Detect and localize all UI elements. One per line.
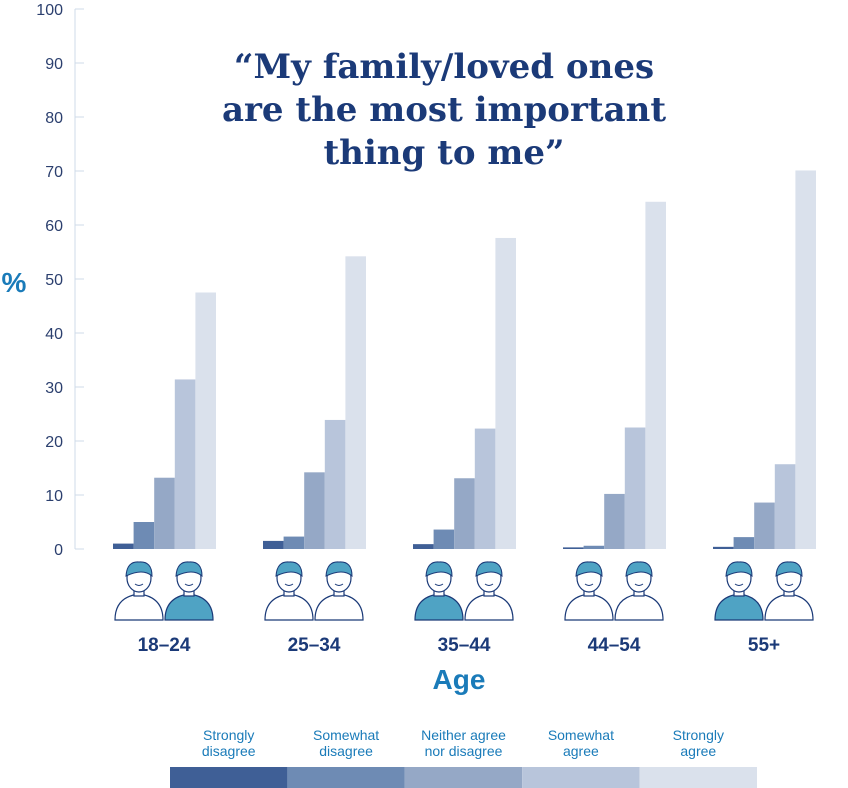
bar bbox=[324, 419, 346, 549]
y-tick-label: 20 bbox=[45, 434, 63, 451]
bar bbox=[474, 428, 496, 549]
bar bbox=[454, 478, 475, 549]
bar bbox=[604, 493, 625, 549]
y-tick-label: 10 bbox=[45, 488, 63, 505]
person-icons bbox=[114, 561, 814, 621]
bar bbox=[713, 546, 734, 549]
bar bbox=[174, 379, 196, 549]
x-tick-label: 44–54 bbox=[588, 635, 641, 656]
x-tick-label: 35–44 bbox=[438, 635, 491, 656]
bar bbox=[795, 170, 816, 549]
bar bbox=[345, 256, 366, 549]
legend-label: disagree bbox=[202, 743, 256, 759]
y-tick-label: 60 bbox=[45, 218, 63, 235]
bar bbox=[283, 536, 305, 549]
legend-label: Somewhat bbox=[313, 727, 379, 743]
bar bbox=[154, 477, 175, 549]
legend-label: Strongly bbox=[673, 727, 724, 743]
legend-swatch bbox=[639, 767, 757, 788]
person-icon bbox=[614, 561, 664, 621]
legend-label: Neither agree bbox=[421, 727, 506, 743]
x-axis-label: Age bbox=[433, 664, 486, 695]
person-icon bbox=[414, 561, 464, 621]
legend-label: Strongly bbox=[203, 727, 254, 743]
bar bbox=[133, 522, 155, 549]
legend-label: agree bbox=[680, 743, 716, 759]
y-tick-label: 50 bbox=[45, 272, 63, 289]
legend: StronglydisagreeSomewhatdisagreeNeither … bbox=[170, 727, 757, 788]
legend-swatch bbox=[522, 767, 640, 788]
legend-swatch bbox=[287, 767, 405, 788]
person-icon bbox=[314, 561, 364, 621]
legend-label: nor disagree bbox=[425, 743, 503, 759]
bar bbox=[645, 201, 666, 549]
legend-swatch bbox=[404, 767, 523, 788]
bar bbox=[495, 237, 516, 549]
title-line: “My family/loved ones bbox=[234, 47, 654, 87]
y-tick-label: 90 bbox=[45, 56, 63, 73]
person-icon bbox=[564, 561, 614, 621]
legend-label: Somewhat bbox=[548, 727, 614, 743]
x-tick-label: 55+ bbox=[748, 635, 780, 656]
y-axis: 0 10 20 30 40 50 60 70 80 90 100 bbox=[36, 2, 84, 559]
bar bbox=[563, 547, 584, 549]
person-icon bbox=[714, 561, 764, 621]
y-tick-label: 100 bbox=[36, 2, 63, 19]
person-icon bbox=[464, 561, 514, 621]
title-line: thing to me” bbox=[323, 133, 564, 173]
bar bbox=[583, 545, 605, 549]
x-tick-label: 18–24 bbox=[138, 635, 191, 656]
person-icon bbox=[764, 561, 814, 621]
y-tick-label: 0 bbox=[54, 542, 63, 559]
legend-label: disagree bbox=[319, 743, 373, 759]
bar bbox=[195, 292, 216, 549]
person-icon bbox=[264, 561, 314, 621]
bar bbox=[433, 529, 455, 549]
legend-label: agree bbox=[563, 743, 599, 759]
y-tick-label: 70 bbox=[45, 164, 63, 181]
bar bbox=[754, 502, 775, 549]
y-axis-label: % bbox=[2, 267, 27, 298]
bar bbox=[263, 540, 284, 549]
y-tick-label: 30 bbox=[45, 380, 63, 397]
x-tick-label: 25–34 bbox=[288, 635, 341, 656]
bar bbox=[304, 472, 325, 549]
legend-swatch bbox=[170, 767, 288, 788]
bar bbox=[774, 464, 796, 549]
x-axis-categories: 18–24 25–34 35–44 44–54 55+ bbox=[138, 635, 781, 656]
bar bbox=[733, 537, 755, 549]
person-icon bbox=[164, 561, 214, 621]
title-line: are the most important bbox=[222, 90, 666, 130]
bar bbox=[113, 543, 134, 549]
chart-title: “My family/loved ones are the most impor… bbox=[222, 47, 666, 173]
y-tick-label: 80 bbox=[45, 110, 63, 127]
bar bbox=[413, 544, 434, 549]
bar bbox=[624, 427, 646, 549]
bars bbox=[113, 170, 816, 549]
person-icon bbox=[114, 561, 164, 621]
y-tick-label: 40 bbox=[45, 326, 63, 343]
